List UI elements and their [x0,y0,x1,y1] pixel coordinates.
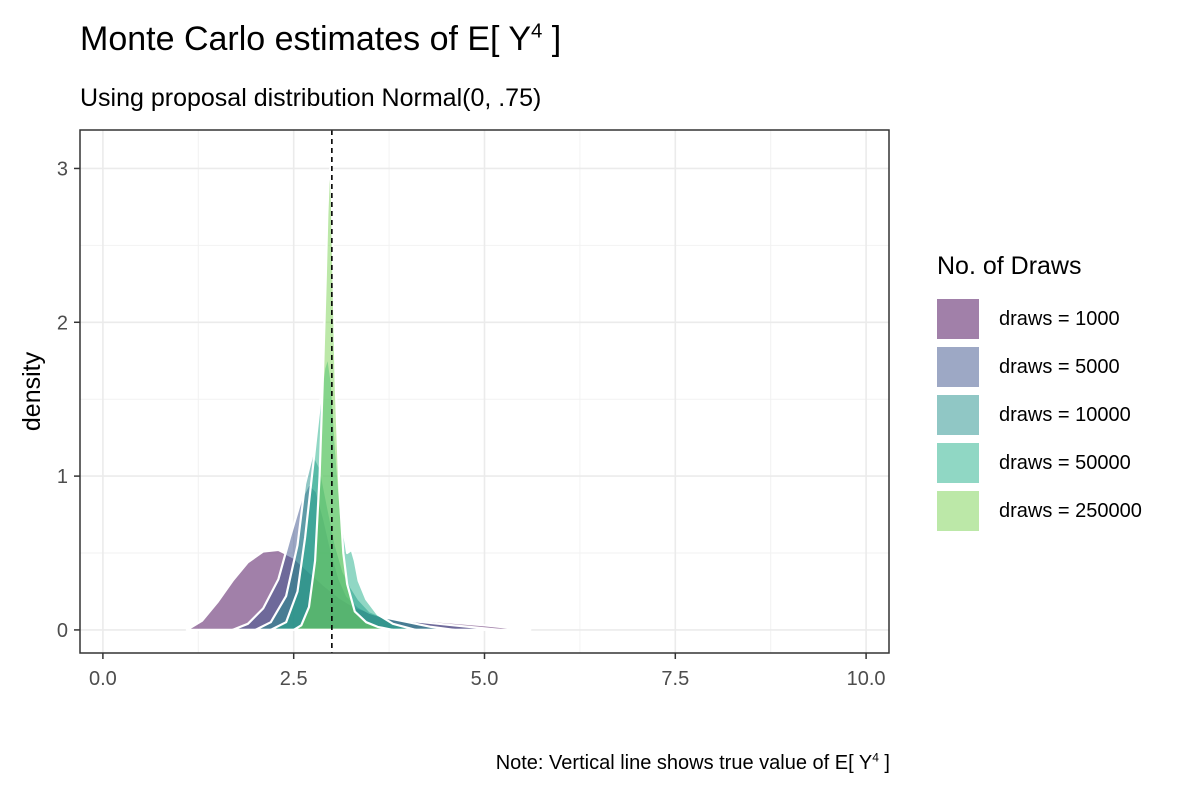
y-tick-label: 0 [57,620,68,642]
legend-swatch-draws-5000 [937,347,979,387]
chart-title-tail: ] [542,20,562,58]
legend-label-draws-50000: draws = 50000 [999,451,1131,474]
density-area-series-5 [292,167,394,631]
legend-swatch-draws-250000 [937,491,979,531]
chart-title-superscript: 4 [531,20,543,43]
legend-title: No. of Draws [937,252,1082,280]
x-tick-label: 2.5 [280,668,308,690]
legend-swatch-draws-10000 [937,395,979,435]
chart-subtitle: Using proposal distribution Normal(0, .7… [80,84,542,112]
legend-item-draws-250000: draws = 250000 [937,487,1142,535]
legend-item-draws-50000: draws = 50000 [937,439,1142,487]
x-tick-label: 5.0 [471,668,499,690]
chart-caption-superscript: 4 [872,750,879,765]
legend-label-draws-10000: draws = 10000 [999,403,1131,426]
y-axis-label: density [18,351,46,431]
legend-label-draws-1000: draws = 1000 [999,307,1120,330]
x-tick-label: 0.0 [89,668,117,690]
legend-item-draws-1000: draws = 1000 [937,295,1142,343]
legend-item-draws-10000: draws = 10000 [937,391,1142,439]
y-tick-label: 1 [57,466,68,488]
legend-item-draws-5000: draws = 5000 [937,343,1142,391]
legend-swatch-draws-1000 [937,299,979,339]
chart-title: Monte Carlo estimates of E[ Y4 ] [80,20,561,59]
x-tick-label: 7.5 [661,668,689,690]
chart-title-text: Monte Carlo estimates of E[ Y [80,20,532,58]
chart-caption-text: Note: Vertical line shows true value of … [495,752,873,774]
y-tick-label: 2 [57,312,68,334]
chart-caption: Note: Vertical line shows true value of … [495,750,890,775]
x-tick-label: 10.0 [847,668,886,690]
legend: No. of Draws draws = 1000 draws = 5000 d… [937,252,1142,535]
legend-swatch-draws-50000 [937,443,979,483]
legend-label-draws-250000: draws = 250000 [999,499,1142,522]
legend-label-draws-5000: draws = 5000 [999,355,1120,378]
y-tick-label: 3 [57,158,68,180]
chart-caption-tail: ] [878,752,890,774]
